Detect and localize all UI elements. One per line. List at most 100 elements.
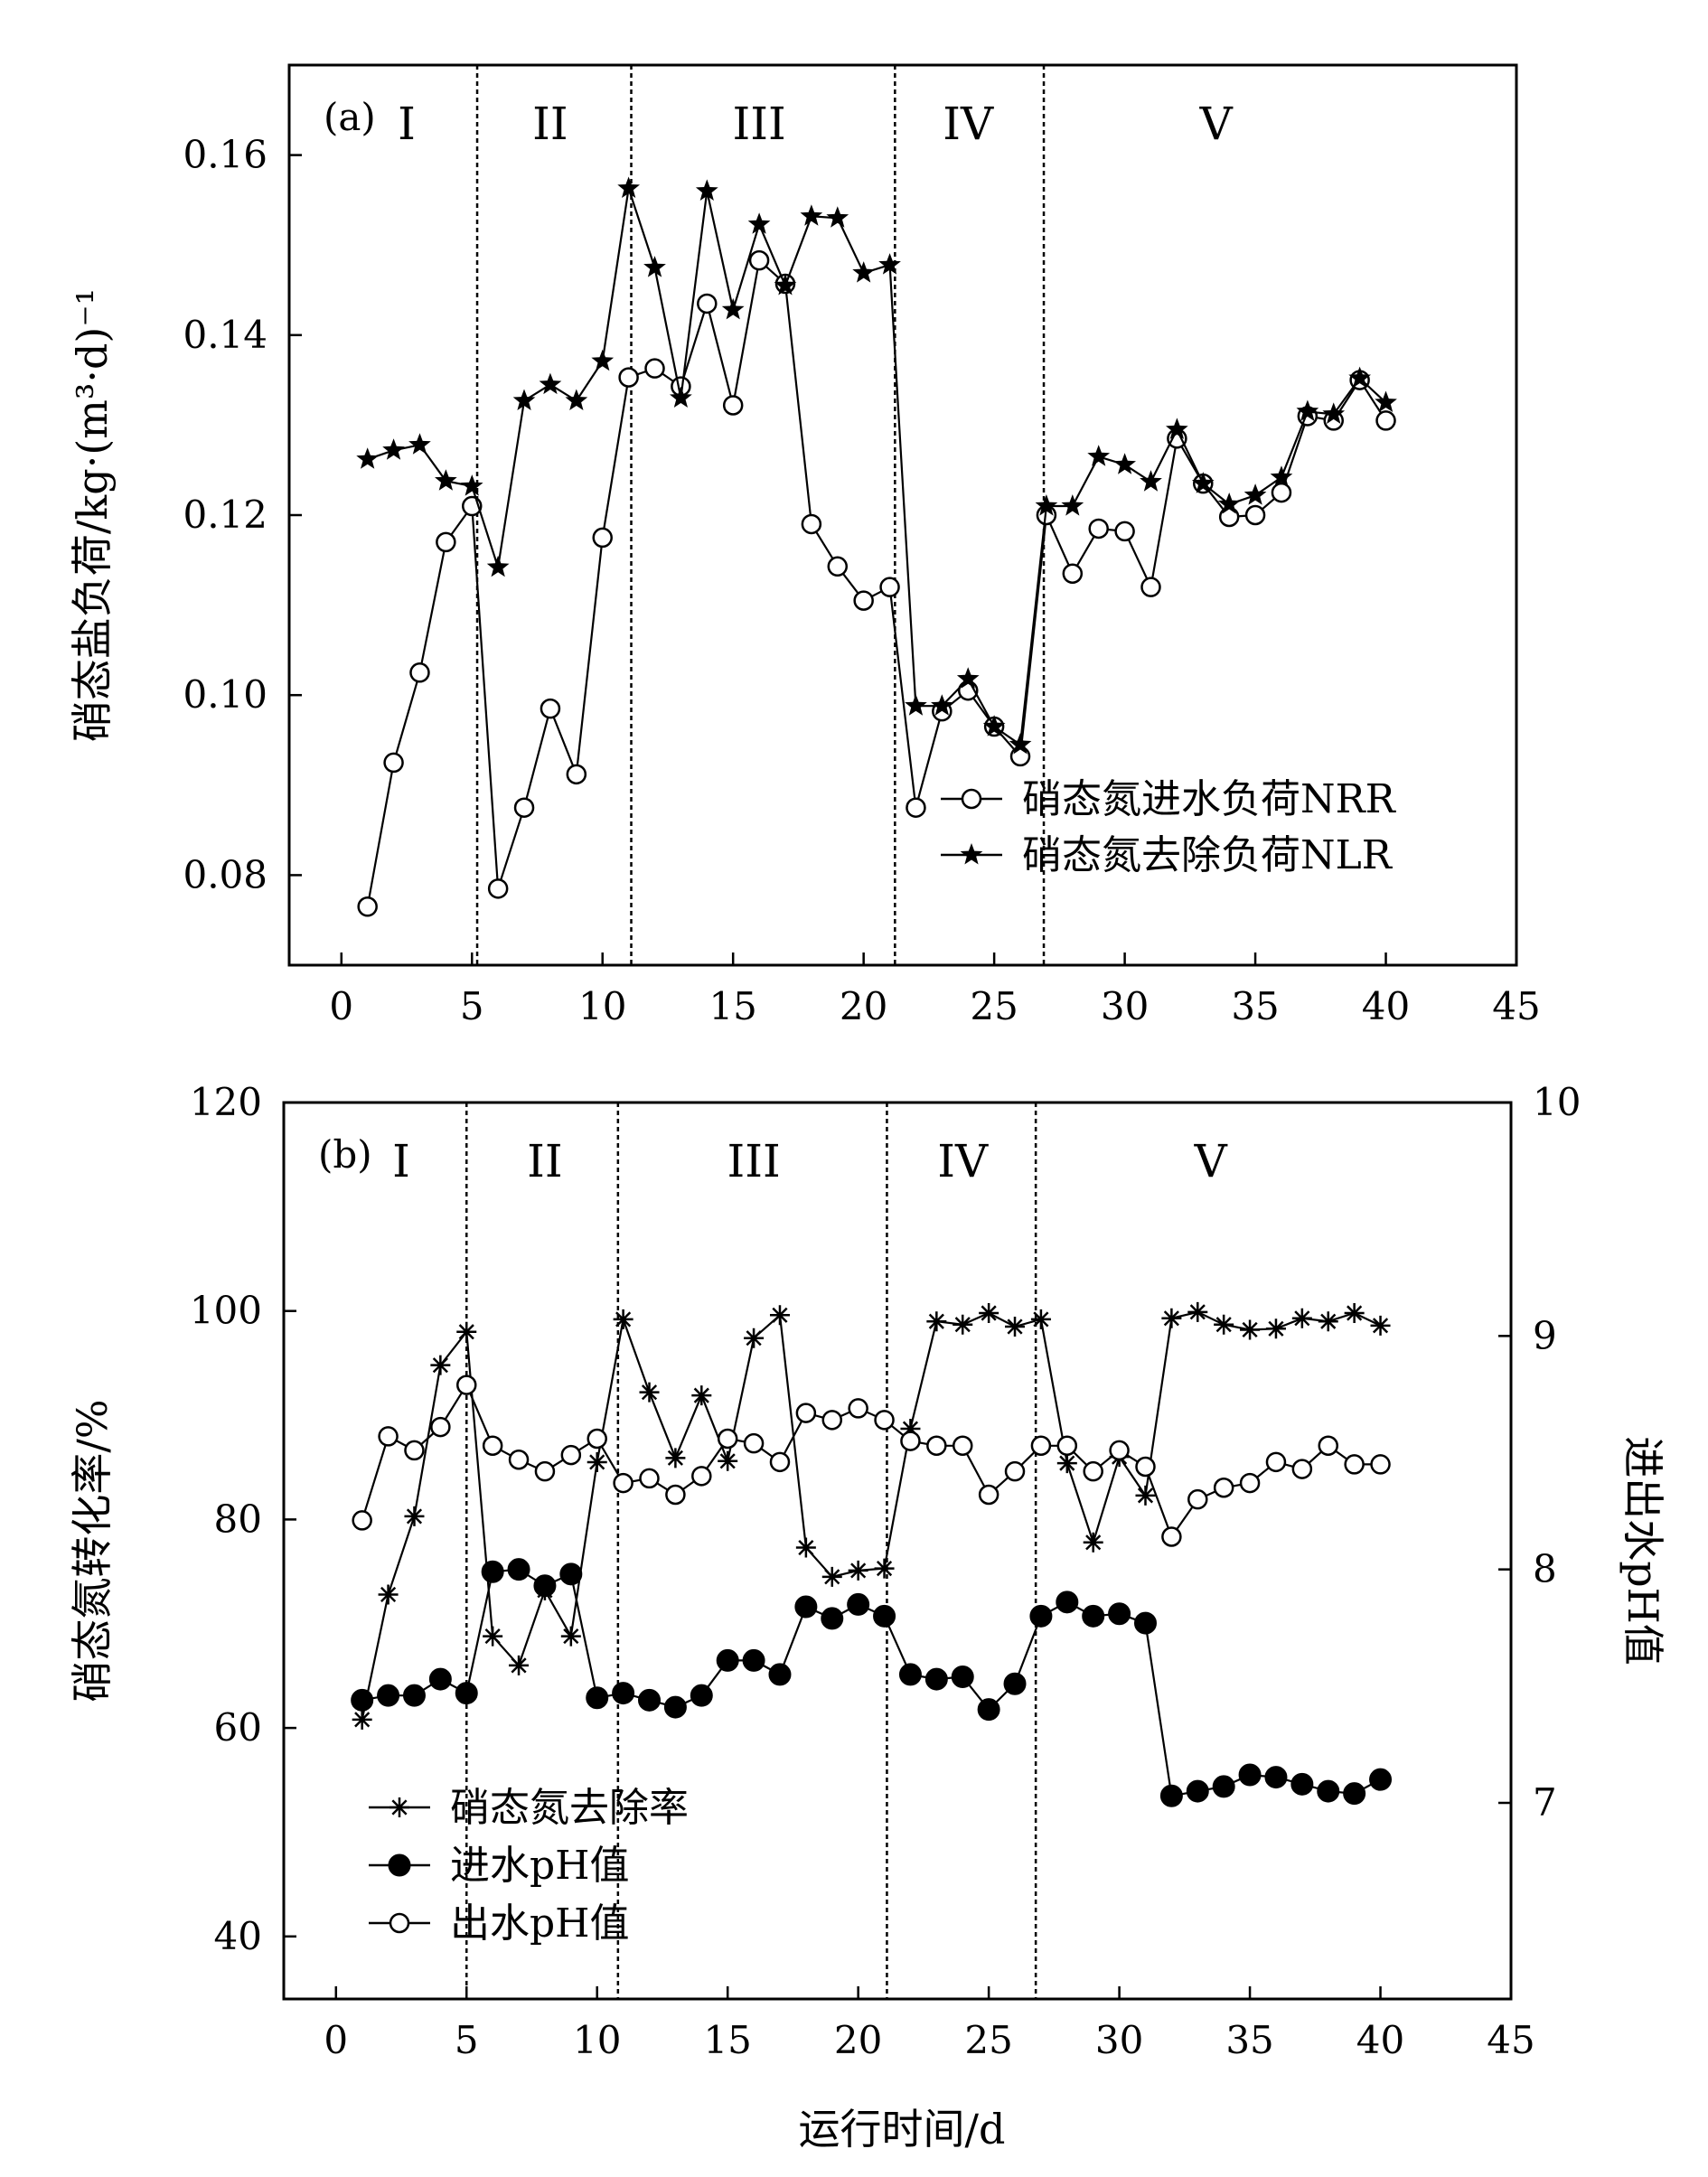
panel-a-series-1-point-8 [565,389,588,410]
panel-b-series-1-point-12 [663,1695,687,1719]
panel-b-x-tick-label-9: 45 [1487,2018,1534,2062]
panel-a-series-0-point-34 [1244,504,1266,526]
panel-a-phase-label-3: IV [943,98,994,150]
panel-a-series-0-point-3 [436,531,456,553]
panel-b-series-0-point-3 [430,1355,451,1375]
panel-a-legend-label-0: 硝态氮进水负荷NRR [1022,776,1397,822]
panel-b-series-1-point-10 [612,1682,635,1705]
panel-a-series-1-point-29 [1113,453,1136,474]
panel-b-series-2-line [361,1383,1381,1539]
panel-b-series-2-point-24 [978,1484,999,1506]
panel-a-series-1-point-20 [878,253,901,275]
panel-b-series-0-point-18 [821,1566,842,1587]
panel-a-series-1-point-38 [1348,366,1371,389]
panel-b-series-1-point-17 [794,1595,818,1619]
panel-b-series-0-point-23 [953,1314,973,1335]
panel-a-series-1-point-7 [539,372,562,395]
panel-b-series-2-point-27 [1056,1435,1078,1456]
panel-a-series-0-point-8 [566,764,587,785]
panel-b-series-2-point-22 [926,1435,947,1456]
panel-b-phase-label-0: I [392,1135,410,1187]
panel-b-x-tick-label-1: 5 [455,2018,479,2062]
panel-a-series-1-point-34 [1243,483,1267,505]
panel-b-x-tick-label-4: 20 [834,2018,882,2062]
panel-b-series-1-point-9 [586,1686,609,1710]
panel-b-x-tick-label-5: 25 [964,2018,1012,2062]
panel-b-series-1-point-1 [377,1684,400,1707]
panel-b-series-0-point-11 [639,1382,660,1403]
panel-b-plot-frame [282,1101,1513,2001]
panel-a-series-0-point-11 [644,358,665,379]
panel-b-series-0-point-5 [483,1626,503,1647]
panel-a-series-1-point-4 [460,474,483,496]
panel-b-series-2-point-2 [404,1440,425,1461]
panel-a-series-1-point-22 [931,694,953,716]
panel-b-x-tick-label-3: 15 [703,2018,751,2062]
panel-b-series-2-point-28 [1083,1460,1103,1482]
panel-b-series-2-point-39 [1370,1454,1391,1475]
panel-a-series-0-point-0 [357,896,378,917]
panel-a-legend-marker-1 [960,843,983,865]
panel-b-series-0-point-31 [1161,1308,1182,1328]
panel-a-series-0-point-7 [540,698,561,719]
panel-b-legend-marker-2 [389,1912,410,1934]
panel-a: 0 5 10 15 20 25 30 35 40 450.080.100.120.140.16I I… [68,63,1541,1028]
panel-b-series-1-point-18 [821,1607,844,1630]
panel-b-series-0-point-34 [1240,1319,1261,1340]
panel-b-series-0-point-0 [352,1709,372,1730]
panel-b-series-2-point-9 [587,1428,607,1450]
panel-a-x-tick-label-5: 25 [970,984,1018,1028]
panel-a-series-1-point-28 [1087,445,1111,466]
panel-a-x-tick-label-6: 30 [1101,984,1149,1028]
panel-a-series-0-point-14 [722,395,744,416]
panel-a-series-1-point-39 [1375,390,1397,412]
panel-b-series-0-point-8 [560,1626,581,1647]
panel-a-series-0-point-1 [383,752,404,774]
panel-b-series-1-point-13 [690,1684,713,1707]
panel-a-series-0-point-27 [1062,563,1084,584]
panel-b-series-1-point-2 [402,1684,426,1707]
panel-b-y2-tick-label-0: 7 [1533,1780,1557,1825]
panel-b-series-0-point-10 [613,1309,633,1329]
panel-a-series-0-point-18 [827,556,849,577]
panel-b-series-2-point-38 [1344,1454,1365,1475]
panel-b-series-1-point-34 [1238,1763,1262,1787]
panel-a-series-0-point-30 [1140,577,1161,597]
panel-b-series-1-point-38 [1343,1782,1366,1806]
panel-a-series-1-point-24 [982,715,1006,737]
panel-b-series-0-point-25 [1005,1317,1026,1337]
panel-b-series-2-point-19 [848,1398,868,1419]
panel-b-series-0-point-12 [665,1448,686,1469]
panel-a-series-1-point-17 [800,204,823,226]
panel-a-series-1-point-25 [1009,733,1032,755]
panel-b-series-0-point-2 [404,1506,425,1526]
panel-a-x-tick-label-7: 35 [1231,984,1279,1028]
panel-b-series-2-point-10 [613,1472,633,1494]
panel-b-series-1-point-4 [455,1682,478,1705]
panel-a-series-0-point-13 [697,293,718,314]
panel-b-series-1-point-32 [1186,1779,1209,1803]
panel-b-series-1-point-33 [1212,1775,1235,1798]
panel-a-x-tick-label-2: 10 [578,984,626,1028]
panel-a-panel-label: (a) [324,95,376,139]
panel-b-series-2-point-36 [1291,1459,1313,1479]
panel-a-x-tick-label-0: 0 [329,984,353,1028]
panel-a-series-0-point-25 [1009,746,1031,767]
panel-a-x-tick-label-1: 5 [460,984,484,1028]
panel-a-series-1-point-11 [643,256,666,277]
panel-b-series-2-point-4 [456,1375,477,1395]
panel-a-series-1-point-36 [1296,399,1319,421]
panel-b-y-tick-label-0: 40 [214,1914,262,1958]
panel-a-phase-label-4: V [1199,98,1234,150]
panel-a-series-0-point-39 [1375,410,1396,431]
panel-b-series-0-point-26 [1030,1309,1051,1329]
panel-b-series-2-point-12 [665,1484,686,1506]
panel-a-series-1-point-21 [905,694,927,716]
panel-b-x-tick-label-6: 30 [1095,2018,1143,2062]
panel-b-series-2-point-34 [1239,1472,1261,1494]
panel-a-y-tick-label-4: 0.16 [183,133,267,177]
panel-b-series-1-point-11 [638,1688,662,1712]
panel-b-y2-tick-label-2: 9 [1533,1313,1557,1357]
panel-b-series-1-point-14 [716,1648,739,1672]
